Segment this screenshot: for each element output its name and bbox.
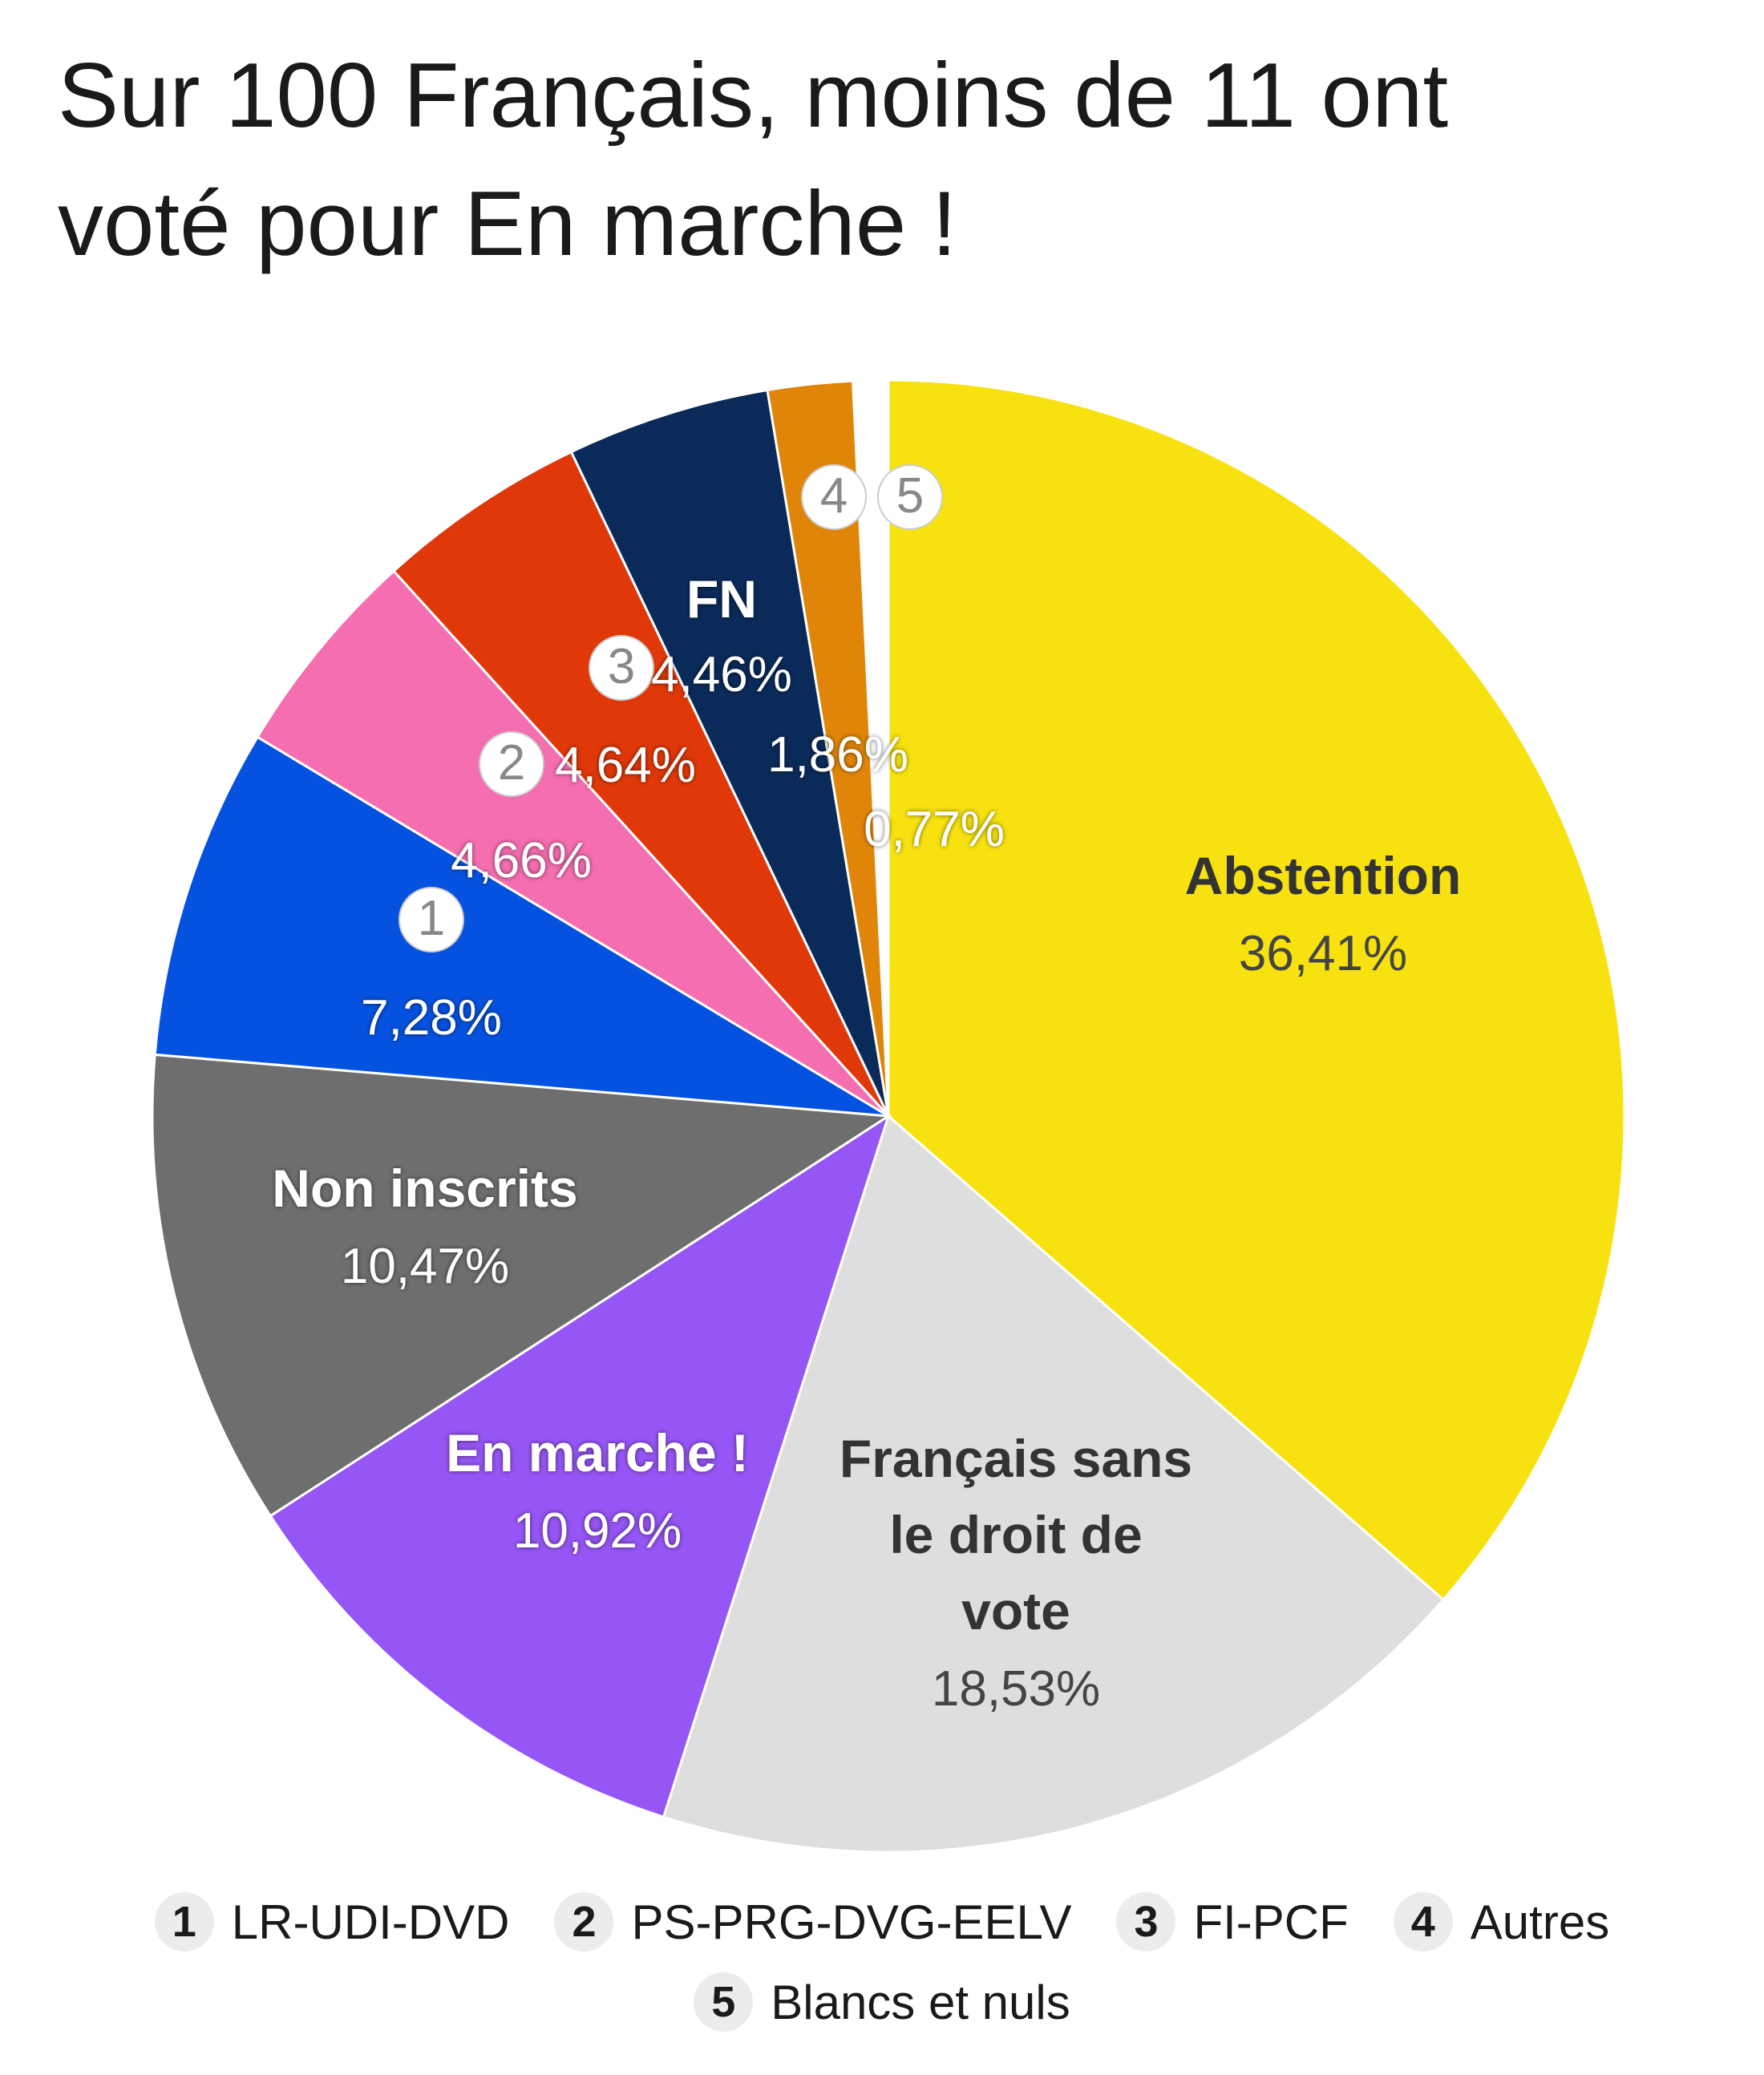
slice-value-label: 10,47%: [341, 1239, 509, 1294]
slice-badge: [589, 635, 654, 701]
slice-value-label: 4,64%: [555, 738, 696, 793]
legend-badge: 2: [554, 1892, 614, 1952]
slice-value-label: 0,77%: [864, 802, 1005, 857]
title-line-2: voté pour En marche !: [58, 173, 957, 275]
pie-slice-fn: [569, 388, 890, 1117]
chart-title: Sur 100 Français, moins de 11 ont voté p…: [58, 32, 1742, 289]
pie-slice-en-marche: [269, 1113, 891, 1819]
slice-badge-number: 1: [418, 891, 445, 946]
slice-badge: [479, 731, 544, 797]
slice-value-label: 36,41%: [1239, 926, 1407, 981]
legend-label: LR-UDI-DVD: [231, 1895, 510, 1949]
slice-label: Non inscrits: [272, 1159, 577, 1218]
slice-badge-number: 4: [820, 468, 848, 524]
legend-badge: 5: [694, 1972, 754, 2032]
legend-badge: 3: [1116, 1892, 1176, 1952]
slice-label: Abstention: [1185, 846, 1462, 905]
legend-badge: 4: [1393, 1892, 1453, 1952]
pie-slice-fi-pcf: [391, 450, 890, 1118]
slice-label: FN: [686, 569, 757, 629]
slice-badge: [877, 464, 943, 530]
pie-slice-non-inscrits: [151, 1053, 892, 1518]
legend-item: 3 FI-PCF: [1116, 1892, 1349, 1952]
legend-label: Blancs et nuls: [771, 1975, 1070, 2029]
legend-item: 5 Blancs et nuls: [694, 1972, 1070, 2032]
slice-badge: [801, 464, 867, 530]
slice-label: vote: [961, 1581, 1070, 1640]
pie-slice-blancs-et-nuls: [852, 378, 890, 1117]
slice-badge-number: 2: [498, 735, 525, 791]
legend-badge: 1: [154, 1892, 214, 1952]
slice-value-label: 4,46%: [651, 647, 792, 702]
title-line-1: Sur 100 Français, moins de 11 ont: [58, 45, 1449, 147]
legend-item: 2 PS-PRG-DVG-EELV: [554, 1892, 1071, 1952]
legend: 1 LR-UDI-DVD 2 PS-PRG-DVG-EELV 3 FI-PCF 4 Autre…: [120, 1892, 1644, 2032]
slice-badge: [399, 887, 464, 953]
legend-label: PS-PRG-DVG-EELV: [631, 1895, 1072, 1949]
slice-value-label: 10,92%: [513, 1503, 682, 1559]
pie-slice-abstention: [887, 378, 1626, 1602]
slice-label: En marche !: [446, 1423, 749, 1482]
legend-item: 4 Autres: [1393, 1892, 1610, 1952]
pie-slice-fran-ais-sans-le-droit-de-vote: [662, 1114, 1446, 1854]
slice-label: Français sans: [840, 1429, 1192, 1488]
legend-label: FI-PCF: [1193, 1895, 1349, 1949]
pie-slice-ps-prg-dvg-eelv: [256, 569, 890, 1118]
slice-value-label: 1,86%: [767, 727, 908, 783]
pie-slice-lr-udi-dvd: [153, 735, 889, 1118]
slice-value-label: 4,66%: [451, 833, 592, 888]
slice-badge-number: 5: [896, 468, 924, 524]
legend-label: Autres: [1470, 1895, 1610, 1949]
legend-item: 1 LR-UDI-DVD: [154, 1892, 510, 1952]
slice-label: le droit de: [889, 1505, 1142, 1564]
slice-value-label: 18,53%: [932, 1661, 1100, 1717]
slice-value-label: 7,28%: [361, 990, 502, 1046]
slice-badge-number: 3: [608, 639, 635, 694]
